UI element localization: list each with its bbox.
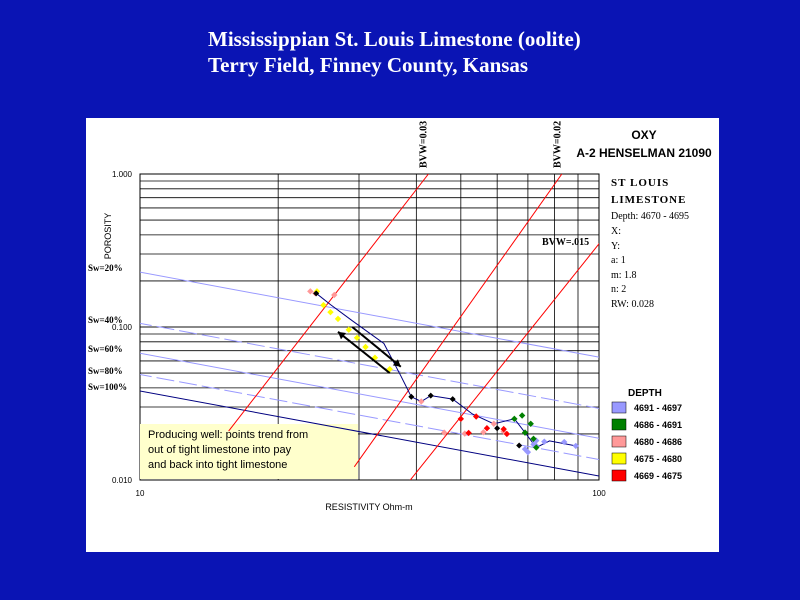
y-axis-label: POROSITY (103, 213, 113, 260)
y-tick-label: 0.010 (112, 476, 133, 485)
data-point (362, 343, 369, 351)
y-tick-label: 0.100 (112, 323, 133, 332)
legend-label: 4686 - 4691 (634, 420, 682, 430)
data-point (386, 365, 393, 373)
formation-line-2: LIMESTONE (611, 194, 686, 206)
data-point (503, 430, 511, 438)
legend-label: 4675 - 4680 (634, 454, 682, 464)
title-line-2: Terry Field, Finney County, Kansas (208, 53, 529, 77)
data-point (480, 429, 487, 436)
labels-layer: 10 100 0.010 0.100 1.000 BVW=0.03 BVW=0.02 BVW=… (88, 121, 606, 498)
model-lines (140, 174, 599, 480)
arrow-shaft (351, 326, 402, 368)
info-y: Y: (611, 241, 620, 252)
legend-title: DEPTH (628, 388, 662, 399)
bvw-line (353, 174, 563, 468)
plot-frame (139, 173, 600, 481)
sw-line (140, 271, 599, 358)
x-tick-label: 10 (136, 489, 145, 498)
bvw-label-0.03: BVW=0.03 (418, 121, 429, 168)
data-point (353, 334, 361, 341)
data-point (472, 413, 480, 420)
note-line-1: Producing well: points trend from (148, 429, 308, 441)
note-box (140, 424, 358, 479)
sw-label: Sw=80% (88, 366, 123, 376)
note-line-2: out of tight limestone into pay (148, 444, 292, 456)
data-point (541, 438, 548, 445)
y-tick-label: 1.000 (112, 170, 133, 179)
legend-swatch (611, 418, 627, 431)
bvw-line (409, 243, 599, 480)
data-point-marker (494, 425, 501, 432)
data-point (441, 429, 448, 436)
legend-swatch (611, 452, 627, 465)
data-point (334, 315, 342, 323)
data-point (521, 429, 529, 436)
sw-label: Sw=100% (88, 382, 127, 392)
sw-label: Sw=20% (88, 263, 123, 273)
sw-line (140, 352, 599, 439)
note-line-3: and back into tight limestone (148, 459, 287, 471)
sw-label: Sw=40% (88, 315, 123, 325)
sw-line (140, 322, 599, 409)
data-point-marker (427, 392, 434, 399)
legend-label: 4691 - 4697 (634, 403, 682, 413)
sw-line (140, 390, 599, 477)
info-n: n: 2 (611, 284, 626, 295)
operator-label: OXY (631, 128, 656, 142)
formation-line-1: ST LOUIS (611, 177, 669, 189)
info-a: a: 1 (611, 255, 626, 266)
data-point (320, 301, 327, 309)
chart-panel: Producing well: points trend from out of… (86, 118, 719, 552)
data-point-marker (516, 442, 523, 449)
info-x: X: (611, 226, 621, 237)
info-rw: RW: 0.028 (611, 299, 654, 310)
arrow-head (392, 359, 401, 367)
data-point (483, 425, 491, 432)
x-axis-label: RESISTIVITY Ohm-m (325, 502, 412, 512)
data-point (457, 415, 465, 423)
data-point (572, 442, 579, 450)
x-tick-label: 100 (592, 489, 606, 498)
arrow-head (337, 331, 346, 340)
legend: 4691 - 4697 4686 - 4691 4680 - 4686 4675 - … (611, 401, 682, 482)
legend-swatch (611, 469, 627, 482)
data-point (511, 415, 518, 423)
data-point (521, 445, 529, 453)
data-point (465, 429, 472, 437)
legend-swatch (611, 401, 627, 414)
data-point (461, 430, 468, 437)
title-line-1: Mississippian St. Louis Limestone (oolit… (208, 27, 581, 51)
trend-line (315, 292, 576, 449)
well-name-label: A-2 HENSELMAN 21090 (576, 146, 712, 160)
sw-line (140, 374, 599, 461)
pickett-plot: Producing well: points trend from out of… (88, 121, 712, 512)
slide-title: Mississippian St. Louis Limestone (oolit… (208, 26, 581, 78)
bvw-label-0.015: BVW=.015 (542, 237, 589, 248)
trend-layer (315, 292, 576, 449)
legend-label: 4669 - 4675 (634, 471, 682, 481)
bvw-label-0.02: BVW=0.02 (553, 121, 564, 168)
data-point-marker (408, 393, 415, 400)
data-point (518, 412, 526, 419)
data-point (307, 288, 314, 295)
arrows-layer (337, 326, 402, 374)
arrow-shaft (337, 331, 391, 374)
data-point (500, 425, 507, 433)
legend-label: 4680 - 4686 (634, 437, 682, 447)
info-m: m: 1.8 (611, 270, 637, 281)
data-point (327, 308, 334, 316)
data-point-marker (449, 396, 456, 403)
legend-swatch (611, 435, 627, 448)
data-point (530, 435, 537, 442)
info-depth: Depth: 4670 - 4695 (611, 211, 689, 222)
data-point (345, 326, 352, 333)
data-point (490, 420, 498, 427)
data-point (418, 398, 425, 405)
data-point (331, 291, 338, 299)
sw-label: Sw=60% (88, 344, 123, 354)
data-point-marker (313, 290, 320, 297)
